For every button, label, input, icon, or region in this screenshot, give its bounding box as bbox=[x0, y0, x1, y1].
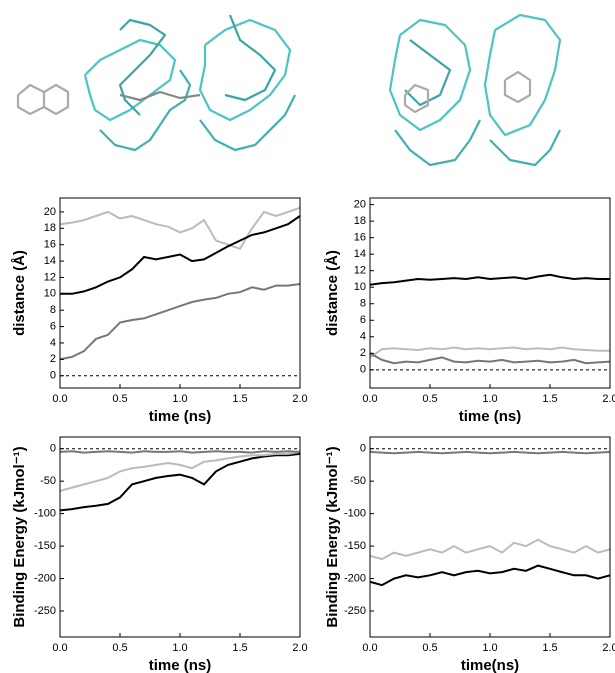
molecule-left bbox=[18, 15, 295, 150]
data-line bbox=[370, 452, 610, 453]
data-line bbox=[60, 216, 300, 294]
x-tick-label: 2.0 bbox=[292, 393, 307, 405]
x-tick-label: 1.5 bbox=[232, 393, 247, 405]
x-tick-label: 0.5 bbox=[112, 393, 127, 405]
host-molecule bbox=[490, 130, 560, 165]
y-tick-label: 4 bbox=[50, 337, 56, 349]
host-molecule bbox=[390, 20, 470, 130]
y-tick-label: 0 bbox=[360, 443, 366, 455]
y-axis-label: Binding Energy (kJmol⁻¹) bbox=[11, 446, 28, 627]
guest-molecule bbox=[405, 85, 428, 112]
y-tick-label: 10 bbox=[44, 288, 56, 300]
data-line bbox=[60, 284, 300, 359]
data-line bbox=[370, 275, 610, 285]
molecule-right bbox=[390, 15, 560, 165]
y-tick-label: 2 bbox=[360, 347, 366, 359]
figure: 0.00.51.01.52.002468101214161820time (ns… bbox=[0, 0, 615, 673]
guest-molecule bbox=[18, 85, 44, 114]
guest-molecule bbox=[505, 72, 530, 102]
y-tick-label: 2 bbox=[50, 353, 56, 365]
y-tick-label: 0 bbox=[50, 370, 56, 382]
y-tick-label: 12 bbox=[44, 271, 56, 283]
y-tick-label: -100 bbox=[344, 508, 366, 520]
x-axis-label: time (ns) bbox=[459, 408, 522, 425]
y-tick-label: -150 bbox=[34, 540, 56, 552]
x-tick-label: 1.5 bbox=[542, 642, 557, 654]
y-tick-label: -250 bbox=[34, 605, 56, 617]
data-line bbox=[370, 540, 610, 560]
y-tick-label: 16 bbox=[44, 239, 56, 251]
x-axis-label: time (ns) bbox=[149, 657, 212, 673]
y-tick-label: 10 bbox=[354, 281, 366, 293]
y-tick-label: 0 bbox=[50, 443, 56, 455]
y-tick-label: 16 bbox=[354, 232, 366, 244]
data-line bbox=[60, 452, 300, 491]
y-tick-label: 20 bbox=[354, 199, 366, 211]
y-tick-label: -200 bbox=[34, 572, 56, 584]
x-tick-label: 2.0 bbox=[292, 642, 307, 654]
plot-frame bbox=[370, 437, 610, 637]
x-tick-label: 0.0 bbox=[362, 642, 377, 654]
y-tick-label: 20 bbox=[44, 206, 56, 218]
host-molecule bbox=[395, 120, 480, 165]
page: 0.00.51.01.52.002468101214161820time (ns… bbox=[0, 0, 615, 673]
plot: 0.0 0.5 1.0 1.5 2.0 0 -50 -100 -150 -200 -250 time … bbox=[11, 437, 308, 673]
x-tick-label: 1.5 bbox=[542, 393, 557, 405]
plot: 0.0 0.5 1.0 1.5 2.0 0 -50 -100 -150 -200 -250 time(… bbox=[324, 437, 615, 673]
y-tick-label: 14 bbox=[44, 255, 56, 267]
x-tick-label: 2.0 bbox=[602, 642, 615, 654]
plot-frame bbox=[60, 198, 300, 388]
y-tick-label: 4 bbox=[360, 331, 366, 343]
plot-frame bbox=[60, 437, 300, 637]
data-line bbox=[370, 566, 610, 586]
x-axis-label: time(ns) bbox=[461, 657, 519, 673]
x-tick-label: 2.0 bbox=[602, 393, 615, 405]
data-line bbox=[60, 208, 300, 249]
x-tick-label: 0.0 bbox=[362, 393, 377, 405]
y-tick-label: 6 bbox=[50, 320, 56, 332]
y-axis-label: Binding Energy (kJmol⁻¹) bbox=[324, 446, 341, 627]
y-tick-label: -250 bbox=[344, 605, 366, 617]
data-line bbox=[370, 353, 610, 363]
x-tick-label: 0.5 bbox=[422, 642, 437, 654]
y-tick-label: 0 bbox=[360, 364, 366, 376]
x-tick-label: 0.0 bbox=[52, 393, 67, 405]
y-tick-label: -50 bbox=[40, 475, 56, 487]
x-tick-label: 0.5 bbox=[112, 642, 127, 654]
x-tick-label: 0.0 bbox=[52, 642, 67, 654]
data-line bbox=[370, 348, 610, 358]
host-molecule bbox=[85, 40, 175, 120]
host-molecule bbox=[200, 20, 290, 120]
x-tick-label: 1.0 bbox=[172, 393, 187, 405]
plot: 0.0 0.5 1.0 1.5 2.0 0 2 4 6 8 10 12 14 16 18 20 time (ns… bbox=[11, 198, 308, 425]
y-tick-label: 14 bbox=[354, 248, 366, 260]
x-axis-label: time (ns) bbox=[149, 408, 212, 425]
y-tick-label: -150 bbox=[344, 540, 366, 552]
x-tick-label: 1.0 bbox=[172, 642, 187, 654]
x-tick-label: 1.0 bbox=[482, 393, 497, 405]
host-molecule bbox=[100, 70, 190, 150]
y-axis-label: distance (Å) bbox=[324, 250, 341, 336]
host-molecule bbox=[200, 95, 295, 150]
data-line bbox=[60, 451, 300, 452]
x-tick-label: 1.0 bbox=[482, 642, 497, 654]
guest-molecule bbox=[44, 85, 68, 114]
x-tick-label: 1.5 bbox=[232, 642, 247, 654]
y-tick-label: 8 bbox=[50, 304, 56, 316]
y-tick-label: 8 bbox=[360, 298, 366, 310]
plot: 0.0 0.5 1.0 1.5 2.0 0 2 4 6 8 10 12 14 16 18 20 time (ns… bbox=[324, 198, 615, 425]
y-tick-label: -50 bbox=[350, 475, 366, 487]
x-tick-label: 0.5 bbox=[422, 393, 437, 405]
y-tick-label: 18 bbox=[44, 222, 56, 234]
y-axis-label: distance (Å) bbox=[11, 250, 28, 336]
y-tick-label: -200 bbox=[344, 572, 366, 584]
y-tick-label: 12 bbox=[354, 265, 366, 277]
y-tick-label: 6 bbox=[360, 314, 366, 326]
y-tick-label: -100 bbox=[34, 508, 56, 520]
y-tick-label: 18 bbox=[354, 215, 366, 227]
